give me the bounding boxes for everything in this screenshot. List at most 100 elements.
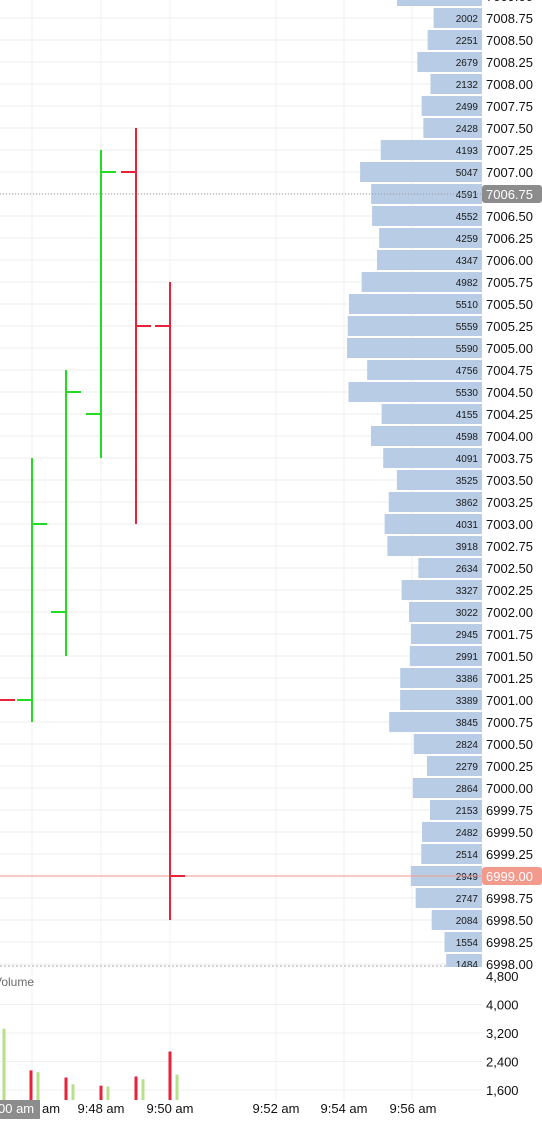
volume-tick-label: 2,400 xyxy=(486,1055,519,1070)
volume-bar xyxy=(134,1076,138,1100)
profile-bar-label: 2747 xyxy=(456,894,479,905)
price-tick-label: 7000.00 xyxy=(486,781,533,796)
ohlc-bar xyxy=(17,458,47,722)
price-tick-label: 7006.50 xyxy=(486,209,533,224)
profile-bar xyxy=(415,888,482,908)
price-tick-label: 7002.00 xyxy=(486,605,533,620)
price-tick-label: 7007.25 xyxy=(486,143,533,158)
profile-bar-label: 4155 xyxy=(456,410,479,421)
profile-bar xyxy=(409,602,482,622)
profile-bar xyxy=(372,206,482,226)
profile-bar-label: 5530 xyxy=(456,388,479,399)
profile-bar xyxy=(384,514,482,534)
profile-bar-label: 3022 xyxy=(456,608,479,619)
profile-bar xyxy=(400,690,482,710)
price-tick-label: 7003.75 xyxy=(486,451,533,466)
volume-pane-title: Volume xyxy=(0,975,34,989)
profile-bar-label: 2251 xyxy=(456,36,479,47)
price-tick-label: 7003.25 xyxy=(486,495,533,510)
profile-bar xyxy=(389,712,482,732)
profile-bar xyxy=(417,52,482,72)
price-tick-label: 7005.00 xyxy=(486,341,533,356)
profile-bar-label: 4552 xyxy=(456,212,479,223)
profile-bar-label: 2132 xyxy=(456,80,479,91)
profile-bar xyxy=(397,0,482,6)
volume-bar xyxy=(168,1051,172,1100)
profile-bar-label: 4347 xyxy=(456,256,479,267)
profile-bar-label: 2499 xyxy=(456,102,479,113)
profile-bar xyxy=(348,382,482,402)
time-tick-label: 9:50 am xyxy=(147,1101,194,1116)
price-tick-label: 7008.75 xyxy=(486,11,533,26)
volume-bar xyxy=(64,1077,68,1100)
profile-bar xyxy=(348,294,482,314)
current-price-label: 6999.00 xyxy=(486,869,533,884)
profile-bar-label: 2514 xyxy=(456,850,479,861)
volume-bar xyxy=(99,1085,103,1100)
price-tick-label: 7001.00 xyxy=(486,693,533,708)
profile-bar xyxy=(370,426,482,446)
profile-bar-label: 2634 xyxy=(456,564,479,575)
profile-bar xyxy=(421,844,482,864)
price-tick-label: 6999.25 xyxy=(486,847,533,862)
volume-bar xyxy=(2,1028,6,1100)
profile-bar xyxy=(413,734,482,754)
profile-bar xyxy=(410,624,482,644)
profile-bar xyxy=(361,272,482,292)
volume-tick-label: 4,000 xyxy=(486,998,519,1013)
profile-bar xyxy=(427,30,482,50)
price-axis: 7009.00 7008.75 7008.50 7008.25 7008.00 7007.… xyxy=(482,0,542,972)
profile-bar-label: 4091 xyxy=(456,454,479,465)
price-tick-label: 7007.75 xyxy=(486,99,533,114)
profile-bar-label: 3386 xyxy=(456,674,479,685)
profile-bar xyxy=(400,668,482,688)
profile-bar xyxy=(421,96,482,116)
crosshair-price-tag xyxy=(482,185,542,203)
profile-bar xyxy=(430,800,482,820)
time-tick-label: 9:48 am xyxy=(78,1101,125,1116)
volume-tick-label: 4,800 xyxy=(486,969,519,984)
price-tick-label: 6998.25 xyxy=(486,935,533,950)
profile-bar xyxy=(422,822,482,842)
price-tick-label: 7004.50 xyxy=(486,385,533,400)
profile-bar-label: 4031 xyxy=(456,520,479,531)
profile-bar xyxy=(412,778,482,798)
price-tick-label: 7001.75 xyxy=(486,627,533,642)
profile-bar xyxy=(426,756,482,776)
price-tick-label: 7007.50 xyxy=(486,121,533,136)
profile-bar-label: 4756 xyxy=(456,366,479,377)
price-tick-label: 7007.00 xyxy=(486,165,533,180)
volume-bar xyxy=(36,1072,40,1100)
price-tick-label: 7003.50 xyxy=(486,473,533,488)
profile-bar-label: 2002 xyxy=(456,14,479,25)
time-tick-label: 9:56 am xyxy=(390,1101,437,1116)
ohlc-bar xyxy=(86,150,116,458)
profile-bar-label: 2279 xyxy=(456,762,479,773)
price-tick-label: 7003.00 xyxy=(486,517,533,532)
profile-bar-label: 4982 xyxy=(456,278,479,289)
profile-bar xyxy=(418,558,482,578)
volume-bar xyxy=(141,1079,145,1100)
profile-bar-label: 3918 xyxy=(456,542,479,553)
profile-bar-label: 2949 xyxy=(456,872,479,883)
profile-bar xyxy=(367,360,482,380)
profile-bar-label: 5559 xyxy=(456,322,479,333)
ohlc-bar xyxy=(121,128,151,524)
volume-bar xyxy=(71,1084,75,1100)
volume-tick-label: 3,200 xyxy=(486,1026,519,1041)
price-tick-label: 7004.75 xyxy=(486,363,533,378)
profile-bar xyxy=(388,492,482,512)
profile-bar xyxy=(423,118,482,138)
profile-bar-label: 4193 xyxy=(456,146,479,157)
profile-bar-label: 4598 xyxy=(456,432,479,443)
profile-bar xyxy=(401,580,482,600)
price-bars xyxy=(0,128,482,920)
profile-bar-label: 2482 xyxy=(456,828,479,839)
price-tick-label: 7000.50 xyxy=(486,737,533,752)
profile-bar-label: 5510 xyxy=(456,300,479,311)
price-tick-label: 6999.75 xyxy=(486,803,533,818)
time-tick-label: 9:54 am xyxy=(321,1101,368,1116)
price-tick-label: 7006.25 xyxy=(486,231,533,246)
profile-bar xyxy=(387,536,482,556)
